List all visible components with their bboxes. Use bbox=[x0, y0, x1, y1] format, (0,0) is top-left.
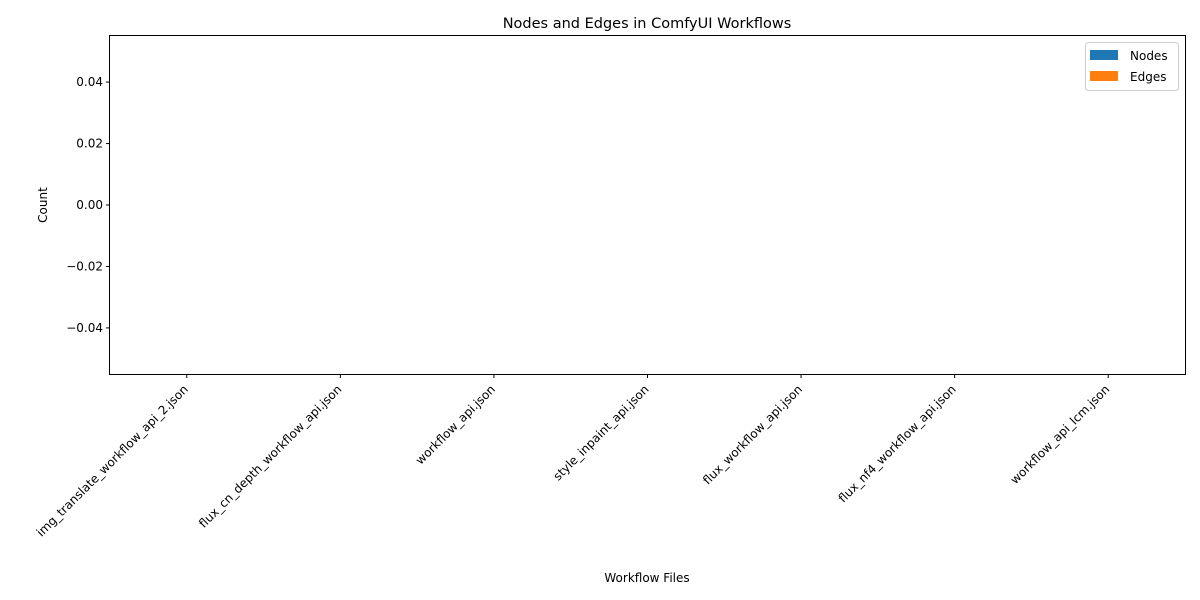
x-axis-label: Workflow Files bbox=[604, 571, 689, 585]
x-tick-label: style_inpaint_api.json bbox=[551, 382, 652, 483]
legend: Nodes Edges bbox=[1085, 42, 1179, 91]
x-axis: img_translate_workflow_api_2.json flux_cn… bbox=[34, 374, 1113, 539]
chart-title: Nodes and Edges in ComfyUI Workflows bbox=[503, 16, 792, 32]
y-tick-label: 0.00 bbox=[76, 198, 103, 212]
x-tick-label: workflow_api_lcm.json bbox=[1008, 382, 1113, 487]
legend-label-edges: Edges bbox=[1130, 70, 1166, 84]
legend-label-nodes: Nodes bbox=[1130, 49, 1168, 63]
y-tick-label: 0.02 bbox=[76, 137, 103, 151]
x-tick-label: workflow_api.json bbox=[413, 382, 498, 467]
legend-swatch-nodes bbox=[1090, 50, 1118, 60]
x-tick-label: flux_cn_depth_workflow_api.json bbox=[196, 382, 344, 530]
legend-swatch-edges bbox=[1090, 71, 1118, 81]
x-tick-label: flux_workflow_api.json bbox=[700, 382, 805, 487]
y-tick-label: 0.04 bbox=[76, 75, 103, 89]
x-tick-label: flux_nf4_workflow_api.json bbox=[836, 382, 959, 505]
y-tick-label: −0.02 bbox=[66, 259, 103, 273]
plot-frame bbox=[109, 35, 1186, 375]
x-tick-label: img_translate_workflow_api_2.json bbox=[34, 382, 191, 539]
y-tick-label: −0.04 bbox=[66, 321, 103, 335]
y-axis: 0.04 0.02 0.00 −0.02 −0.04 bbox=[66, 75, 110, 335]
y-axis-label: Count bbox=[36, 187, 50, 223]
